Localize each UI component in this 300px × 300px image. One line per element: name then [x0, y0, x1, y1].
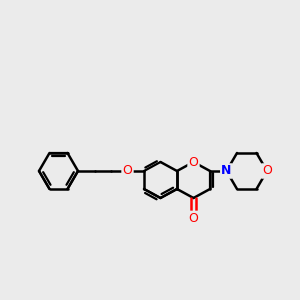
Text: O: O: [189, 212, 198, 225]
Text: O: O: [123, 164, 132, 178]
Text: O: O: [262, 164, 272, 178]
Text: O: O: [189, 155, 198, 169]
Text: N: N: [221, 164, 232, 178]
